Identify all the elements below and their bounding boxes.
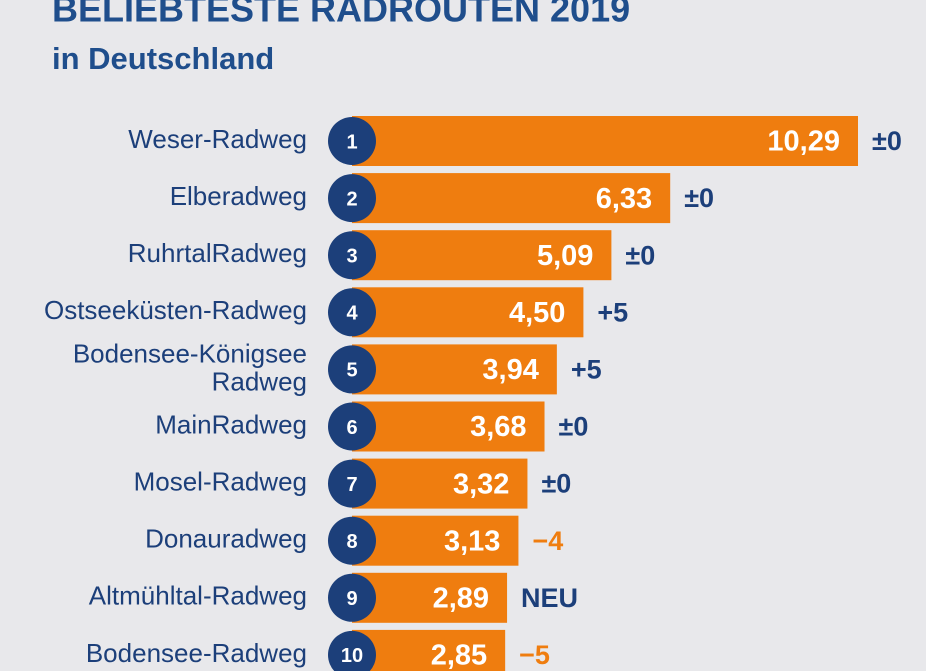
category-label: RuhrtalRadweg xyxy=(128,238,307,268)
change-label: −4 xyxy=(532,526,563,556)
change-label: ±0 xyxy=(559,412,589,442)
chart-title: BELIEBTESTE RADROUTEN 2019 xyxy=(52,0,630,30)
rank-badge xyxy=(328,231,376,280)
value-label: 2,89 xyxy=(433,582,489,614)
rank-badge xyxy=(328,630,376,671)
value-label: 3,68 xyxy=(470,411,526,443)
rank-label: 2 xyxy=(346,188,357,210)
rank-badge xyxy=(328,288,376,337)
bar xyxy=(352,572,508,623)
category-label: Bodensee-Radweg xyxy=(86,638,307,668)
rank-label: 9 xyxy=(346,588,357,610)
value-label: 2,85 xyxy=(431,640,487,671)
category-label: Donauradweg xyxy=(145,524,307,554)
rank-label: 8 xyxy=(346,531,357,553)
bar xyxy=(352,173,671,224)
category-label: MainRadweg xyxy=(155,409,307,439)
rank-badge xyxy=(328,117,376,165)
chart-subtitle: in Deutschland xyxy=(52,41,274,76)
value-label: 4,50 xyxy=(509,297,565,329)
bar xyxy=(352,344,557,395)
bar xyxy=(352,230,612,281)
change-label: ±0 xyxy=(684,183,714,213)
change-label: +5 xyxy=(571,355,602,385)
change-label: NEU xyxy=(521,583,578,613)
change-label: ±0 xyxy=(872,126,902,156)
value-label: 3,13 xyxy=(444,525,500,557)
change-label: −5 xyxy=(519,640,550,670)
bar xyxy=(352,458,528,509)
rank-badge xyxy=(328,459,376,508)
change-label: +5 xyxy=(597,297,628,327)
rank-badge xyxy=(328,516,376,565)
rank-label: 3 xyxy=(346,245,357,267)
value-label: 10,29 xyxy=(767,126,840,158)
bar xyxy=(352,629,506,671)
category-label: Ostseeküsten-Radweg xyxy=(44,295,307,325)
change-label: ±0 xyxy=(541,469,571,499)
rank-label: 1 xyxy=(346,131,357,153)
rank-label: 7 xyxy=(346,474,357,496)
value-label: 3,32 xyxy=(453,468,509,500)
value-label: 3,94 xyxy=(482,354,538,386)
rank-badge xyxy=(328,174,376,223)
value-label: 5,09 xyxy=(537,240,593,272)
rank-label: 4 xyxy=(346,303,358,325)
category-label: Elberadweg xyxy=(170,181,307,211)
value-label: 6,33 xyxy=(596,183,652,215)
bar xyxy=(352,116,858,166)
rank-badge xyxy=(328,345,376,394)
category-label: Weser-Radweg xyxy=(128,124,307,154)
rank-label: 6 xyxy=(346,417,357,439)
category-label: Altmühltal-Radweg xyxy=(89,581,307,611)
rank-label: 10 xyxy=(341,645,363,667)
category-label: Mosel-Radweg xyxy=(134,466,307,496)
bar xyxy=(352,515,519,566)
rank-badge xyxy=(328,573,376,622)
bar xyxy=(352,287,584,338)
rank-badge xyxy=(328,402,376,451)
category-label: Bodensee-Königsee Radweg xyxy=(73,338,307,396)
rank-label: 5 xyxy=(346,360,357,382)
change-label: ±0 xyxy=(625,240,655,270)
bar xyxy=(352,401,545,452)
